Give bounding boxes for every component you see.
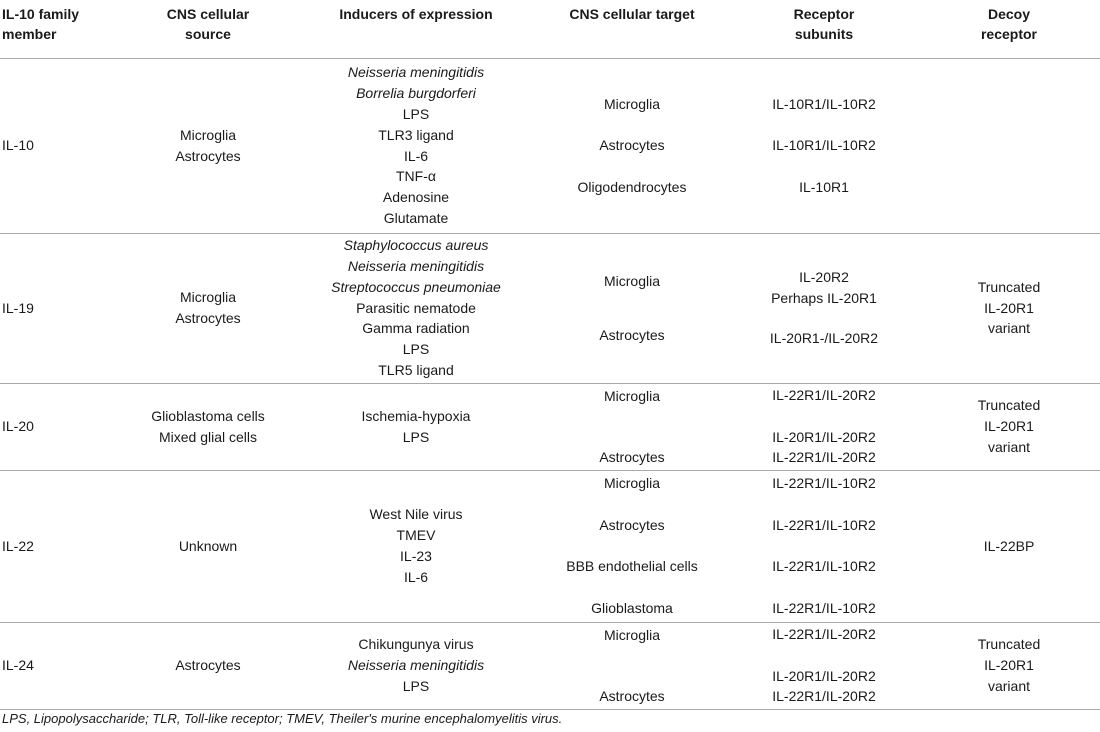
- table-row: IL-20 Glioblastoma cells Mixed glial cell…: [0, 383, 1100, 471]
- member-cell: IL-22: [0, 470, 118, 623]
- table-row: IL-10 Microglia Astrocytes Neisseria meni…: [0, 58, 1100, 234]
- member-cell: IL-19: [0, 233, 118, 384]
- source-cell: Astrocytes: [118, 622, 298, 710]
- decoy-cell: [918, 58, 1100, 234]
- source-cell: Microglia Astrocytes: [118, 58, 298, 234]
- inducers-cell: Neisseria meningitidis Borrelia burgdorf…: [298, 58, 534, 234]
- table-row: IL-19 Microglia Astrocytes Staphylococcus…: [0, 233, 1100, 384]
- inducers-cell: Staphylococcus aureus Neisseria meningit…: [298, 233, 534, 384]
- decoy-cell: Truncated IL-20R1 variant: [918, 233, 1100, 384]
- source-cell: Unknown: [118, 470, 298, 623]
- header-source: CNS cellular source: [118, 0, 298, 59]
- receptor-cell: IL-22R1/IL-20R2 IL-20R1/IL-20R2 IL-22R1/…: [730, 383, 918, 471]
- decoy-cell: Truncated IL-20R1 variant: [918, 622, 1100, 710]
- table-footnote: LPS, Lipopolysaccharide; TLR, Toll-like …: [2, 711, 563, 726]
- member-cell: IL-20: [0, 383, 118, 471]
- target-cell: Microglia Astrocytes: [534, 233, 730, 384]
- receptor-cell: IL-22R1/IL-20R2 IL-20R1/IL-20R2 IL-22R1/…: [730, 622, 918, 710]
- source-cell: Microglia Astrocytes: [118, 233, 298, 384]
- target-cell: Microglia Astrocytes BBB endothelial cel…: [534, 470, 730, 623]
- inducers-cell: Ischemia-hypoxia LPS: [298, 383, 534, 471]
- table-row: IL-24 Astrocytes Chikungunya virus Neiss…: [0, 622, 1100, 710]
- member-cell: IL-24: [0, 622, 118, 710]
- decoy-cell: Truncated IL-20R1 variant: [918, 383, 1100, 471]
- target-cell: Microglia Astrocytes: [534, 622, 730, 710]
- receptor-cell: IL-20R2 Perhaps IL-20R1 IL-20R1-/IL-20R2: [730, 233, 918, 384]
- target-cell: Microglia Astrocytes: [534, 383, 730, 471]
- source-cell: Glioblastoma cells Mixed glial cells: [118, 383, 298, 471]
- header-target: CNS cellular target: [534, 0, 730, 59]
- il10-family-table: IL-10 family member CNS cellular source In…: [0, 0, 1100, 710]
- receptor-cell: IL-22R1/IL-10R2 IL-22R1/IL-10R2 IL-22R1/…: [730, 470, 918, 623]
- header-inducers: Inducers of expression: [298, 0, 534, 59]
- header-row: IL-10 family member CNS cellular source In…: [0, 0, 1100, 59]
- decoy-cell: IL-22BP: [918, 470, 1100, 623]
- header-decoy: Decoy receptor: [918, 0, 1100, 59]
- inducers-cell: Chikungunya virus Neisseria meningitidis…: [298, 622, 534, 710]
- header-receptor: Receptor subunits: [730, 0, 918, 59]
- table-row: IL-22 Unknown West Nile virus TMEV IL-23…: [0, 470, 1100, 623]
- inducers-cell: West Nile virus TMEV IL-23 IL-6: [298, 470, 534, 623]
- member-cell: IL-10: [0, 58, 118, 234]
- header-member: IL-10 family member: [0, 0, 118, 59]
- receptor-cell: IL-10R1/IL-10R2 IL-10R1/IL-10R2 IL-10R1: [730, 58, 918, 234]
- target-cell: Microglia Astrocytes Oligodendrocytes: [534, 58, 730, 234]
